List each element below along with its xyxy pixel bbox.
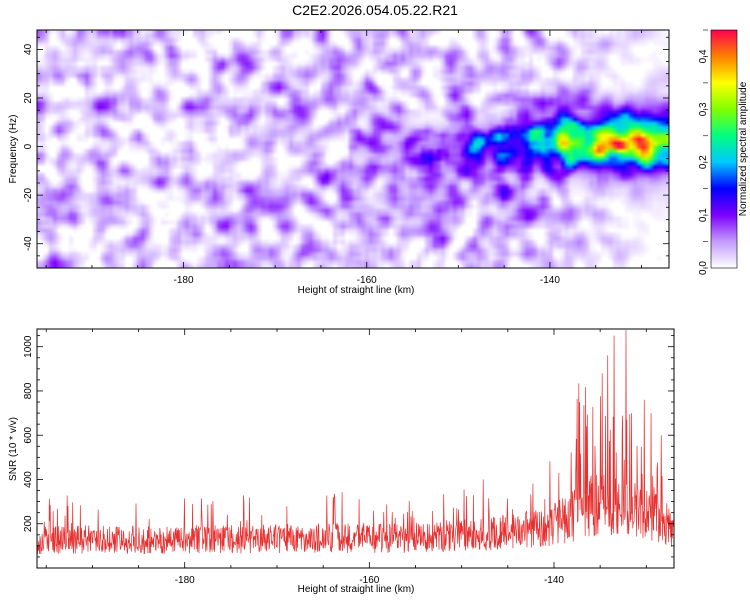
spectrogram-image bbox=[37, 30, 669, 268]
colorbar-tick-label: 0.4 bbox=[698, 49, 709, 63]
snr-panel: -180 -160 -140 200 400 600 800 1000 Height of s… bbox=[8, 328, 675, 595]
spectrogram-ytick-label: 0 bbox=[23, 143, 34, 149]
colorbar-tick-label: 0.1 bbox=[698, 208, 709, 222]
snr-xtick-label: -140 bbox=[544, 575, 564, 586]
spectrogram-ytick-label: -40 bbox=[23, 236, 34, 251]
snr-ytick-label: 600 bbox=[23, 426, 34, 443]
snr-series-line bbox=[37, 330, 674, 555]
colorbar-tick-label: 0.2 bbox=[698, 155, 709, 169]
colorbar-ticks: 0.0 0.1 0.2 0.3 0.4 bbox=[698, 29, 709, 275]
colorbar-label: Normalized spectral amplitude bbox=[738, 81, 749, 216]
snr-ylabel: SNR (10 * v/v) bbox=[8, 417, 19, 481]
spectrogram-frame bbox=[36, 29, 670, 269]
spectrogram-xtick-label: -160 bbox=[357, 275, 377, 286]
snr-ytick-label: 400 bbox=[23, 471, 34, 488]
spectrogram-xlabel: Height of straight line (km) bbox=[298, 285, 415, 296]
colorbar-tick-label: 0.3 bbox=[698, 102, 709, 116]
colorbar-ramp bbox=[711, 30, 737, 268]
spectrogram-ytick-label: -20 bbox=[23, 187, 34, 202]
snr-ticks: -180 -160 -140 200 400 600 800 1000 bbox=[23, 329, 674, 586]
spectrogram-xtick-label: -180 bbox=[174, 275, 194, 286]
snr-frame bbox=[36, 328, 675, 569]
snr-xtick-label: -180 bbox=[175, 575, 195, 586]
colorbar-tick-label: 0.0 bbox=[698, 261, 709, 275]
snr-ytick-label: 1000 bbox=[23, 335, 34, 358]
figure-title: C2E2.2026.054.05.22.R21 bbox=[292, 2, 458, 18]
spectrogram-panel: -180 -160 -140 -40 -20 0 20 40 Height of straig… bbox=[8, 29, 670, 296]
snr-ytick-label: 200 bbox=[23, 515, 34, 532]
snr-xtick-label: -160 bbox=[359, 575, 379, 586]
spectrogram-ytick-label: 40 bbox=[23, 43, 34, 55]
spectrogram-xtick-label: -140 bbox=[540, 275, 560, 286]
spectrogram-ylabel: Frequency (Hz) bbox=[8, 115, 19, 184]
colorbar: 0.0 0.1 0.2 0.3 0.4 Normalized spectral ampl… bbox=[698, 29, 749, 275]
snr-xlabel: Height of straight line (km) bbox=[298, 584, 415, 595]
colorbar-frame bbox=[710, 29, 738, 269]
spectrogram-ytick-label: 20 bbox=[23, 92, 34, 104]
spectrogram-ticks: -180 -160 -140 -40 -20 0 20 40 bbox=[23, 30, 669, 286]
snr-ytick-label: 800 bbox=[23, 382, 34, 399]
